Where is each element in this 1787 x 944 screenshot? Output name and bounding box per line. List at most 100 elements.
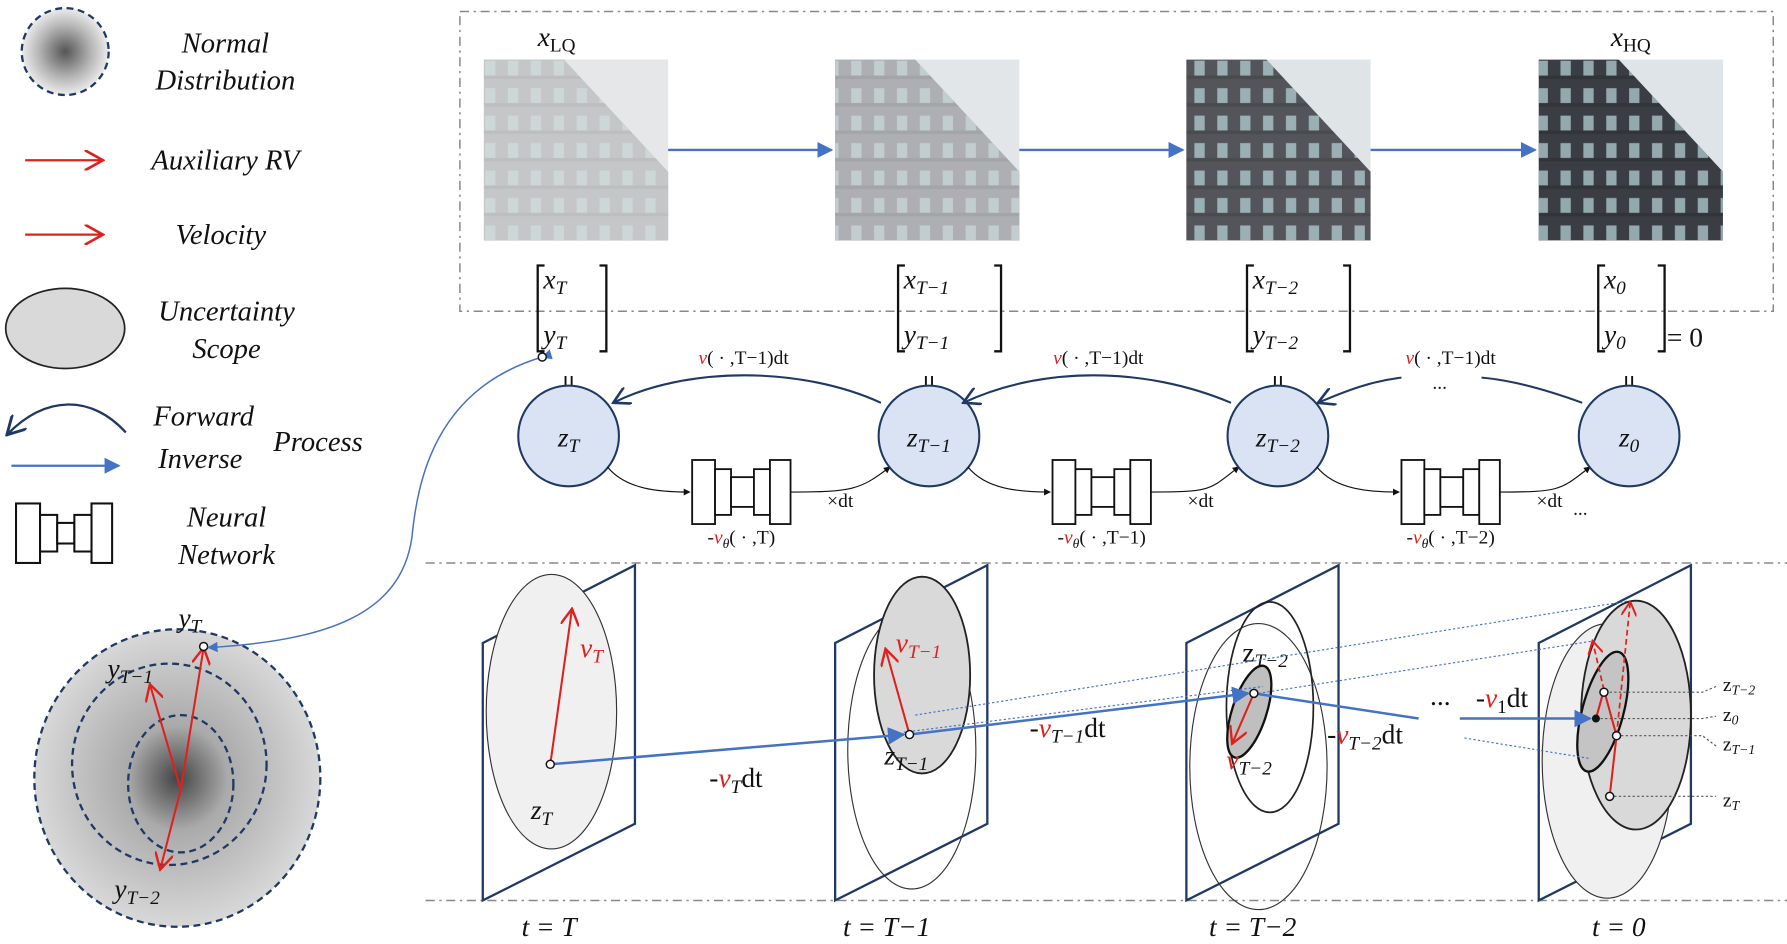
times-dt-label: ×dt <box>1536 491 1563 512</box>
step-label: -vT−1dt <box>1030 713 1106 748</box>
velocity-arrow <box>549 609 572 765</box>
legend-neural-network: Neural Network <box>14 502 276 571</box>
auxiliary-rv-arrow <box>179 648 204 790</box>
guide-lines <box>1595 685 1717 797</box>
nn-velocity-label: -vθ( · ,T−2) <box>1406 528 1494 552</box>
forward-arrow <box>1318 376 1402 403</box>
building-image <box>835 59 1020 241</box>
nn-output-arrow <box>790 466 891 493</box>
y-state-label: y0 <box>1601 319 1626 354</box>
z-node-label: zT <box>557 422 581 457</box>
times-dt-label: ×dt <box>827 491 854 512</box>
x-state-label: xT−1 <box>903 264 949 299</box>
ellipsis: ... <box>1573 499 1588 520</box>
time-label: t = T−2 <box>1209 912 1297 942</box>
legend-label: Auxiliary RV <box>149 145 303 176</box>
x-lq-label: xLQ <box>537 22 576 57</box>
x-state-label: x0 <box>1603 264 1626 299</box>
final-point-label: zT−2 <box>1723 675 1755 697</box>
nn-input-arrow <box>967 466 1051 496</box>
forward-curve-arrow-icon <box>7 403 127 434</box>
z-node-label: zT−1 <box>906 422 951 457</box>
time-label: t = 0 <box>1592 912 1646 942</box>
z-0-point <box>1591 714 1600 723</box>
y-t-point <box>198 641 209 652</box>
z-t-2-point <box>1249 688 1259 699</box>
inverse-step-arrow <box>550 727 906 766</box>
uncertainty-scope <box>485 573 618 850</box>
v-t-2-label: vT−2 <box>1226 745 1272 780</box>
bracket-right <box>994 264 1003 353</box>
forward-velocity-label: v( · ,T−1)dt <box>698 348 789 369</box>
neural-network-icon <box>1400 459 1501 525</box>
bracket-right <box>1657 264 1666 353</box>
latent-node <box>877 384 981 488</box>
neural-network-icon <box>691 459 792 525</box>
z-node-label: zT−2 <box>1255 422 1300 457</box>
legend-auxiliary-rv: Auxiliary RV <box>25 145 303 176</box>
bracket-right <box>599 264 608 353</box>
neural-network-icon <box>1051 459 1152 525</box>
y-state-label: yT−2 <box>1250 319 1299 354</box>
auxiliary-distribution: yT yT−1 yT−2 <box>33 349 553 928</box>
forward-arrow <box>1481 376 1583 404</box>
bracket-left <box>1597 264 1606 353</box>
forward-arrow <box>963 374 1232 402</box>
nn-input-arrow <box>1316 466 1400 496</box>
nn-velocity-label: -vθ( · ,T−1) <box>1058 528 1146 552</box>
forward-velocity-label: v( · ,T−1)dt <box>1405 348 1496 369</box>
z-t-1-point <box>1611 730 1622 741</box>
blue-dotted-projections <box>903 600 1631 760</box>
forward-velocity-label: v( · ,T−1)dt <box>1053 348 1144 369</box>
building-image <box>1538 59 1723 241</box>
v-t-1-label: vT−1 <box>896 628 941 663</box>
nn-input-arrow <box>607 466 691 496</box>
state-column: xT−2yT−2||zT−2×dt...-vθ( · ,T−2) <box>1226 264 1591 552</box>
time-label: t = T−1 <box>843 912 930 942</box>
nn-velocity-label: -vθ( · ,T) <box>707 528 775 552</box>
uncertainty-scope <box>873 575 972 775</box>
bracket-right <box>1343 264 1352 353</box>
building-image <box>483 59 669 241</box>
step-label: -v1dt <box>1476 683 1529 718</box>
normal-distribution-icon <box>20 6 110 97</box>
building-image <box>1186 59 1371 241</box>
legend-velocity: Velocity <box>25 220 266 251</box>
inner-distribution <box>126 713 235 854</box>
time-plane <box>481 563 637 903</box>
z-t-2-point <box>1599 687 1609 697</box>
time-label: t = T <box>522 912 579 942</box>
v-t-label: vT <box>580 633 604 668</box>
legend-normal-distribution: Normal Distribution <box>20 6 295 97</box>
velocity-dashed-arrow <box>1615 602 1631 736</box>
x-state-label: xT−2 <box>1252 264 1299 299</box>
legend-uncertainty-scope: Uncertainty Scope <box>4 287 295 370</box>
z-t-point <box>1604 791 1615 802</box>
latent-node <box>1226 384 1330 488</box>
times-dt-label: ×dt <box>1188 491 1215 512</box>
final-point-label: zT−1 <box>1723 735 1755 757</box>
final-point-label: zT <box>1723 791 1741 813</box>
legend-label: Distribution <box>154 65 295 96</box>
image-sequence-frame <box>459 10 1775 313</box>
y-t-2-label: yT−2 <box>111 874 160 909</box>
forward-process <box>613 374 1583 404</box>
velocity-dashed-arrow <box>1593 641 1605 691</box>
plane-contents: vT zT vT−1 zT−1 zT−2 vT−2 zT−2 z0 zT−1 zT <box>485 573 1755 911</box>
legend-label: Velocity <box>176 220 267 251</box>
auxiliary-rv-arrow <box>150 684 182 790</box>
time-plane <box>1537 563 1693 903</box>
forward-arrow <box>613 374 882 402</box>
y-t-link-point <box>537 352 548 362</box>
state-column: xT−1yT−1||zT−1×dt-vθ( · ,T−1) <box>877 264 1240 552</box>
z-t-1-label: zT−1 <box>883 740 928 775</box>
uncertainty-scope <box>1189 623 1328 911</box>
ellipsis: ... <box>1430 681 1451 711</box>
uncertainty-scope <box>1225 600 1315 814</box>
z-node-label: z0 <box>1618 422 1640 457</box>
velocity-path <box>1594 686 1618 797</box>
step-label: -vTdt <box>709 763 763 798</box>
